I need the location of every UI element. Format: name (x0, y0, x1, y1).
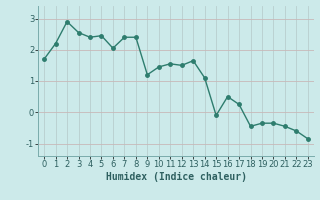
X-axis label: Humidex (Indice chaleur): Humidex (Indice chaleur) (106, 172, 246, 182)
